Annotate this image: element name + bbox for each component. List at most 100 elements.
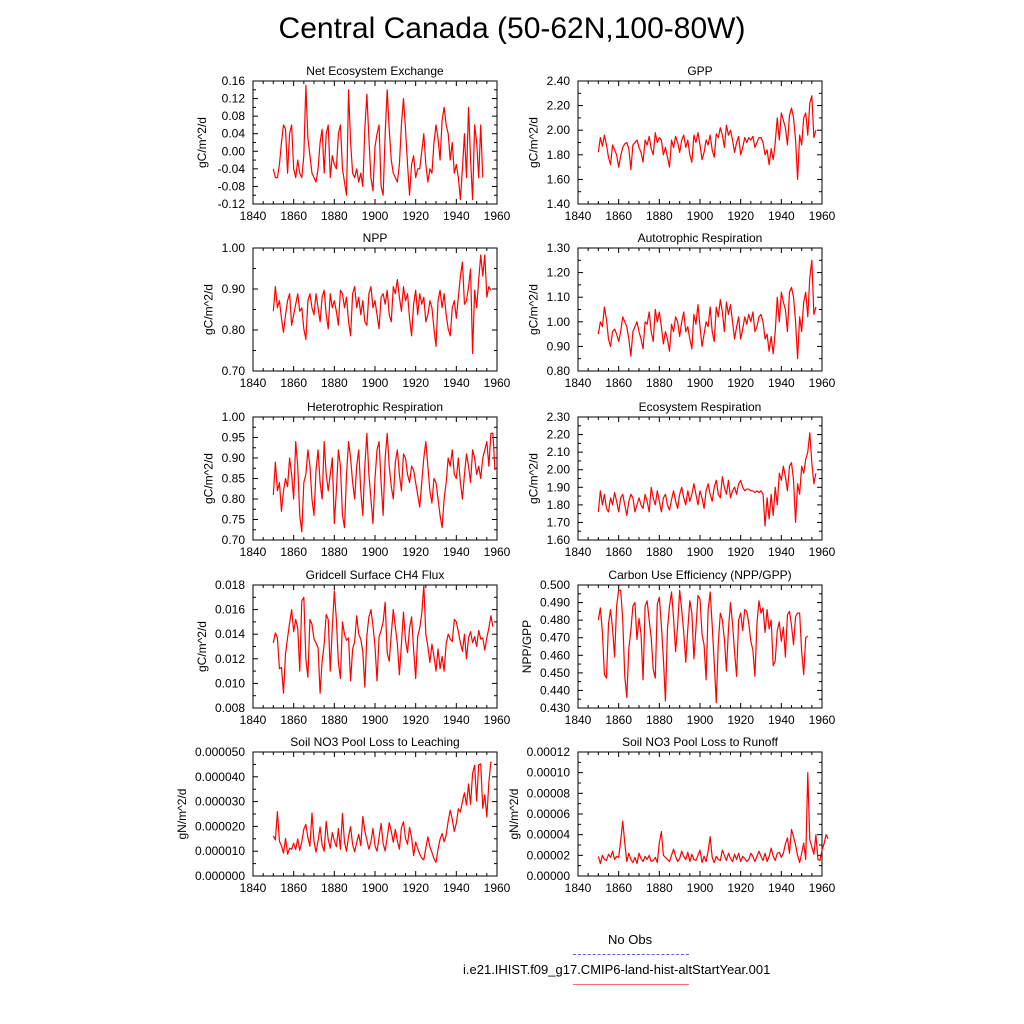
panel-1-xtick-label: 1940 <box>768 209 795 223</box>
panel-5-ytick-label: 1.80 <box>547 498 571 512</box>
panel-9-xtick-label: 1900 <box>687 881 714 895</box>
panel-3-ytick-label: 1.10 <box>547 290 571 304</box>
panel-2-ytick-label: 0.90 <box>222 282 246 296</box>
panel-8-xtick-label: 1920 <box>402 881 429 895</box>
panel-5-title: Ecosystem Respiration <box>639 400 762 414</box>
panel-8-xtick-label: 1860 <box>280 881 307 895</box>
legend-swatch-obs <box>573 954 689 955</box>
panel-4-ylabel: gC/m^2/d <box>202 453 216 504</box>
panel-1-xtick-label: 1900 <box>687 209 714 223</box>
panel-6-xtick-label: 1920 <box>402 713 429 727</box>
panel-5-xtick-label: 1960 <box>809 545 836 559</box>
panel-0-xtick-label: 1860 <box>280 209 307 223</box>
panel-4-ytick-label: 0.80 <box>222 492 246 506</box>
panel-9-ytick-label: 0.00002 <box>527 848 571 862</box>
panel-0-ytick-label: -0.04 <box>218 162 246 176</box>
panel-3-series-line-0 <box>597 259 817 360</box>
panel-6-xtick-label: 1940 <box>443 713 470 727</box>
panel-5-ytick-label: 1.60 <box>547 533 571 547</box>
panel-0-ytick-label: 0.08 <box>222 109 246 123</box>
panel-9-xtick-label: 1880 <box>646 881 673 895</box>
panel-0-xtick-label: 1880 <box>321 209 348 223</box>
panel-3-title: Autotrophic Respiration <box>638 231 763 245</box>
panel-6-ytick-label: 0.012 <box>215 652 245 666</box>
panel-9-series-line-0 <box>597 772 829 865</box>
panel-3-ytick-label: 0.80 <box>547 364 571 378</box>
panel-4-xtick-label: 1940 <box>443 545 470 559</box>
panel-0-ylabel: gC/m^2/d <box>195 117 209 168</box>
panel-5-series-line-0 <box>597 432 817 527</box>
panel-6-title: Gridcell Surface CH4 Flux <box>306 568 445 582</box>
panel-1-xtick-label: 1880 <box>646 209 673 223</box>
panel-3-xtick-label: 1860 <box>605 376 632 390</box>
panel-7-xtick-label: 1940 <box>768 713 795 727</box>
panel-7-xtick-label: 1840 <box>565 713 592 727</box>
panel-8-xtick-label: 1900 <box>362 881 389 895</box>
panel-0-series-line-0 <box>272 84 484 201</box>
panel-0-ytick-label: 0.16 <box>222 74 246 88</box>
panel-0-xtick-label: 1920 <box>402 209 429 223</box>
legend-label-model: i.e21.IHIST.f09_g17.CMIP6-land-hist-altS… <box>463 962 771 977</box>
panel-8-ytick-label: 0.000000 <box>195 869 245 883</box>
legend-swatch-model <box>573 984 689 985</box>
panel-5-ytick-label: 1.90 <box>547 480 571 494</box>
panel-9-ytick-label: 0.00000 <box>527 869 571 883</box>
panel-2-xtick-label: 1880 <box>321 376 348 390</box>
panel-8-ytick-label: 0.000040 <box>195 770 245 784</box>
panel-5-xtick-label: 1940 <box>768 545 795 559</box>
panel-5-ytick-label: 2.10 <box>547 445 571 459</box>
panel-4-ytick-label: 1.00 <box>222 410 246 424</box>
panel-8-ytick-label: 0.000020 <box>195 819 245 833</box>
panel-2-ytick-label: 0.80 <box>222 323 246 337</box>
panel-2-ytick-label: 0.70 <box>222 364 246 378</box>
panel-5-xtick-label: 1900 <box>687 545 714 559</box>
panel-0-xtick-label: 1900 <box>362 209 389 223</box>
panel-0-ytick-label: -0.12 <box>218 197 246 211</box>
panel-6-ytick-label: 0.018 <box>215 578 245 592</box>
panel-6-ytick-label: 0.014 <box>215 627 245 641</box>
panel-2-frame <box>252 247 498 372</box>
panel-8-ytick-label: 0.000010 <box>195 844 245 858</box>
panel-9-ylabel: gN/m^2/d <box>507 789 521 840</box>
panel-0-ytick-label: 0.00 <box>222 144 246 158</box>
panel-2-series-line-0 <box>272 254 492 355</box>
panel-2-xtick-label: 1840 <box>240 376 267 390</box>
panel-9-xtick-label: 1960 <box>809 881 836 895</box>
panel-2-ylabel: gC/m^2/d <box>202 284 216 335</box>
panel-1-ytick-label: 2.40 <box>547 74 571 88</box>
panel-1-ytick-label: 2.20 <box>547 99 571 113</box>
panel-0-xtick-label: 1940 <box>443 209 470 223</box>
panel-9-xtick-label: 1940 <box>768 881 795 895</box>
panel-6-ytick-label: 0.008 <box>215 701 245 715</box>
panel-1-series-line-0 <box>597 95 817 180</box>
panel-1-ytick-label: 1.80 <box>547 148 571 162</box>
panel-9-ytick-label: 0.00008 <box>527 786 571 800</box>
page-title: Central Canada (50-62N,100-80W) <box>278 12 746 45</box>
panel-4-ytick-label: 0.70 <box>222 533 246 547</box>
panel-5-xtick-label: 1860 <box>605 545 632 559</box>
panel-1-ytick-label: 1.60 <box>547 172 571 186</box>
panel-3-ylabel: gC/m^2/d <box>527 284 541 335</box>
panel-9-xtick-label: 1840 <box>565 881 592 895</box>
panel-9-title: Soil NO3 Pool Loss to Runoff <box>622 735 779 749</box>
legend: No Obs i.e21.IHIST.f09_g17.CMIP6-land-hi… <box>440 930 820 990</box>
panel-2-xtick-label: 1900 <box>362 376 389 390</box>
panel-0-ytick-label: 0.12 <box>222 92 246 106</box>
panel-6-xtick-label: 1900 <box>362 713 389 727</box>
panel-4-xtick-label: 1960 <box>484 545 511 559</box>
panel-1-ytick-label: 1.40 <box>547 197 571 211</box>
panel-4-xtick-label: 1880 <box>321 545 348 559</box>
panel-2-xtick-label: 1920 <box>402 376 429 390</box>
panel-2-xtick-label: 1860 <box>280 376 307 390</box>
panel-6-ylabel: gC/m^2/d <box>195 621 209 672</box>
panel-8-xtick-label: 1880 <box>321 881 348 895</box>
legend-label-obs: No Obs <box>608 932 653 947</box>
panel-7-series-line-0 <box>597 589 809 704</box>
panel-3-ytick-label: 1.30 <box>547 241 571 255</box>
panel-9-ytick-label: 0.00012 <box>527 745 571 759</box>
panel-3-ytick-label: 0.90 <box>547 339 571 353</box>
panel-1-ytick-label: 2.00 <box>547 123 571 137</box>
panel-6-ytick-label: 0.010 <box>215 676 245 690</box>
panel-0-xtick-label: 1960 <box>484 209 511 223</box>
